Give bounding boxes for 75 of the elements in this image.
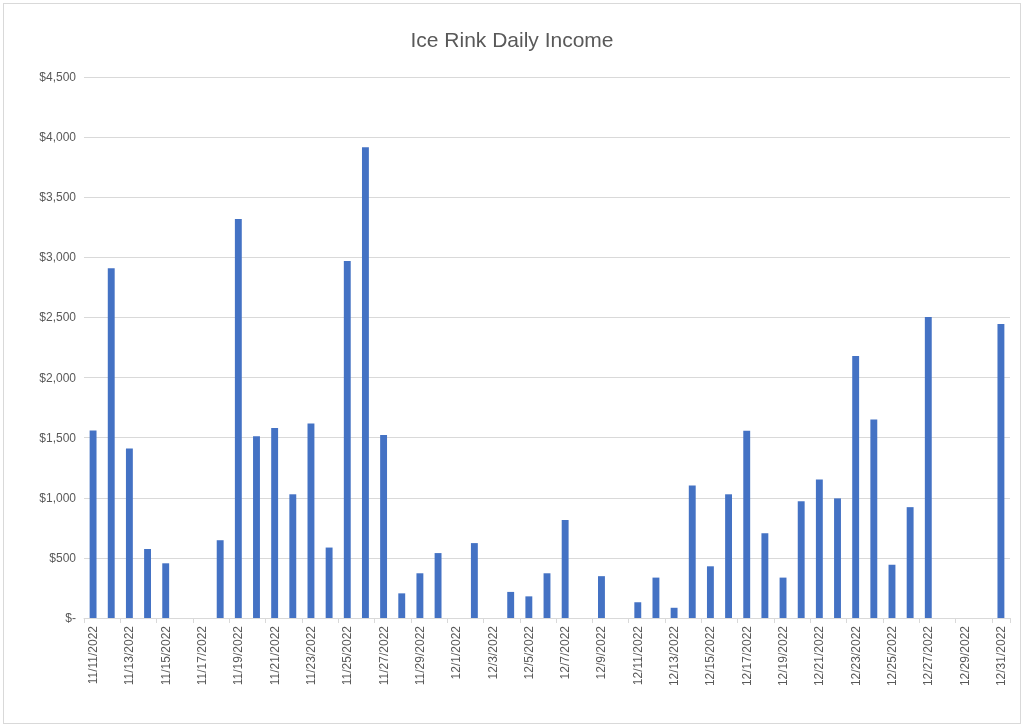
- bar: [761, 533, 769, 618]
- x-tick-label: 12/13/2022: [667, 625, 682, 687]
- bar: [598, 576, 605, 618]
- bar: [870, 419, 878, 618]
- bar: [997, 324, 1005, 618]
- x-tick-label: 11/25/2022: [340, 625, 355, 686]
- x-tick-label: 12/21/2022: [812, 625, 827, 687]
- bar: [652, 577, 660, 618]
- bar: [271, 427, 279, 618]
- x-tick-label: 12/23/2022: [848, 625, 863, 687]
- x-tick-label: 11/29/2022: [412, 625, 427, 686]
- bar: [725, 494, 733, 618]
- bar: [815, 479, 823, 618]
- bar: [561, 520, 569, 618]
- bar: [89, 430, 97, 618]
- chart-title: Ice Rink Daily Income: [410, 28, 614, 51]
- x-tick-label: 12/3/2022: [485, 625, 500, 680]
- y-tick-label: $2,500: [39, 310, 77, 325]
- x-tick-label: 12/19/2022: [776, 625, 791, 687]
- x-tick-label: 11/15/2022: [158, 625, 173, 686]
- y-tick-label: $-: [65, 611, 76, 625]
- bar: [924, 317, 932, 618]
- bar: [416, 573, 424, 618]
- bar: [107, 268, 115, 618]
- bar: [507, 591, 515, 618]
- y-tick-label: $4,500: [39, 70, 77, 84]
- bar: [216, 540, 224, 618]
- y-tick-label: $3,000: [39, 250, 77, 265]
- bar: [325, 547, 333, 618]
- bar: [380, 434, 388, 618]
- y-tick-label: $1,500: [39, 430, 77, 445]
- x-tick-label: 12/5/2022: [521, 625, 536, 680]
- x-tick-label: 12/31/2022: [993, 625, 1008, 687]
- x-tick-label: 11/17/2022: [195, 625, 210, 686]
- bar: [688, 485, 696, 618]
- y-tick-label: $500: [49, 550, 77, 565]
- y-tick-label: $1,000: [39, 490, 77, 505]
- bar: [144, 548, 151, 618]
- x-tick-label: 12/25/2022: [884, 625, 899, 687]
- bar: [162, 563, 170, 618]
- x-tick-label: 12/7/2022: [558, 625, 573, 680]
- bar: [852, 355, 860, 618]
- x-tick-label: 12/29/2022: [957, 625, 972, 687]
- y-tick-label: $3,500: [39, 190, 77, 205]
- x-tick-label: 12/9/2022: [594, 625, 609, 680]
- x-tick-label: 11/13/2022: [122, 625, 137, 686]
- x-tick-label: 11/19/2022: [231, 625, 246, 686]
- x-tick-label: 12/11/2022: [630, 625, 645, 686]
- bar: [706, 566, 714, 618]
- bar: [434, 553, 442, 618]
- bar: [289, 494, 297, 618]
- bar: [906, 507, 914, 618]
- x-tick-label: 12/27/2022: [921, 625, 936, 687]
- x-tick-label: 11/11/2022: [86, 625, 101, 685]
- bar: [361, 147, 369, 618]
- bar: [470, 543, 478, 618]
- bar: [343, 260, 351, 618]
- bar: [634, 602, 642, 618]
- y-tick-label: $4,000: [39, 130, 77, 145]
- x-tick-label: 11/23/2022: [303, 625, 318, 686]
- bar: [253, 436, 260, 618]
- x-tick-label: 12/1/2022: [449, 625, 464, 680]
- y-tick-label: $2,000: [39, 370, 77, 385]
- bar: [797, 501, 805, 618]
- bar: [670, 607, 678, 618]
- x-tick-label: 12/15/2022: [703, 625, 718, 687]
- bar: [743, 430, 751, 618]
- bar: [525, 596, 533, 618]
- x-tick-label: 12/17/2022: [739, 625, 754, 687]
- bar: [234, 219, 242, 618]
- x-tick-label: 11/21/2022: [267, 625, 282, 686]
- bar: [125, 448, 133, 618]
- bar: [398, 593, 406, 618]
- bar: [834, 498, 841, 618]
- x-tick-label: 11/27/2022: [376, 625, 391, 686]
